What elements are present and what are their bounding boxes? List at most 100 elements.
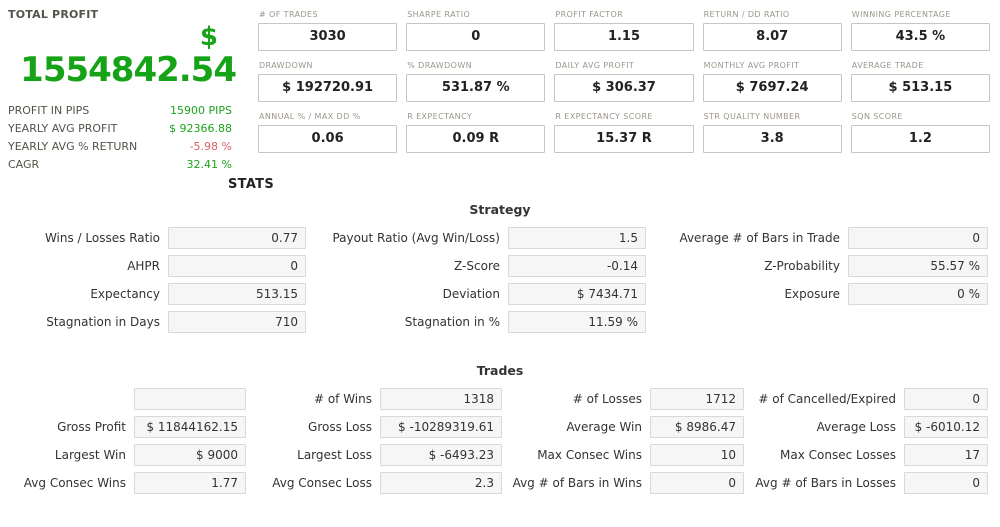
- stat-label: Avg # of Bars in Wins: [512, 476, 642, 490]
- metric-value-box: $ 306.37: [554, 74, 694, 102]
- metric-value-box: 15.37 R: [554, 125, 694, 153]
- stat-value-box: $ 9000: [134, 444, 246, 466]
- metric-label: RETURN / DD RATIO: [703, 10, 790, 19]
- metric-label: % DRAWDOWN: [407, 61, 473, 70]
- summary-row-label: PROFIT IN PIPS: [8, 104, 90, 117]
- metric-label: WINNING PERCENTAGE: [851, 10, 951, 19]
- strategy-section-title: Strategy: [469, 202, 531, 217]
- empty-cell: [654, 311, 840, 333]
- stat-value-box: 0: [904, 388, 988, 410]
- stat-label: # of Losses: [572, 392, 642, 406]
- strategy-grid: Wins / Losses Ratio 0.77 Payout Ratio (A…: [0, 217, 1000, 333]
- metric-value-box: 1.2: [850, 125, 990, 153]
- stat-label: Average Loss: [816, 420, 896, 434]
- stats-heading: STATS: [228, 177, 275, 192]
- summary-row-label: YEARLY AVG PROFIT: [8, 122, 118, 135]
- stat-value-box: 513.15: [168, 283, 306, 305]
- stat-label: Average Win: [566, 420, 642, 434]
- stat-value-box: 1318: [380, 388, 502, 410]
- metric-label: ANNUAL % / MAX DD %: [259, 112, 361, 121]
- stat-value-box: 10: [650, 444, 744, 466]
- metric-value-box: 0.06: [258, 125, 398, 153]
- stat-value-box: $ 8986.47: [650, 416, 744, 438]
- metric-value-box: 3.8: [702, 125, 842, 153]
- stat-value-box: $ -6493.23: [380, 444, 502, 466]
- stat-value-box: 1.77: [134, 472, 246, 494]
- stat-label: Expectancy: [90, 287, 160, 301]
- trades-grid: # of Wins 1318 # of Losses 1712 # of Can…: [0, 378, 1000, 494]
- metric-label: DRAWDOWN: [259, 61, 313, 70]
- summary-row-label: YEARLY AVG % RETURN: [8, 140, 138, 153]
- stat-value-box: 11.59 %: [508, 311, 646, 333]
- metric-daily-avg-profit: DAILY AVG PROFIT $ 306.37: [554, 59, 694, 102]
- stat-label: Wins / Losses Ratio: [44, 231, 160, 245]
- metric-drawdown: DRAWDOWN $ 192720.91: [258, 59, 398, 102]
- metric-value-box: 3030: [258, 23, 398, 51]
- metric-label: # OF TRADES: [259, 10, 318, 19]
- metric-label: MONTHLY AVG PROFIT: [703, 61, 800, 70]
- summary-rows: PROFIT IN PIPS 15900 PIPS YEARLY AVG PRO…: [8, 102, 250, 174]
- metric-sqn-score: SQN SCORE 1.2: [850, 110, 990, 153]
- metric-r-expectancy: R EXPECTANCY 0.09 R: [406, 110, 546, 153]
- summary-row-yearly-avg-return: YEARLY AVG % RETURN -5.98 %: [8, 138, 250, 156]
- stat-label: Gross Loss: [308, 420, 372, 434]
- stat-value-box: 55.57 %: [848, 255, 988, 277]
- stat-value-box: -0.14: [508, 255, 646, 277]
- metric-return-dd-ratio: RETURN / DD RATIO 8.07: [702, 8, 842, 51]
- metric-label: DAILY AVG PROFIT: [555, 61, 635, 70]
- metric-profit-factor: PROFIT FACTOR 1.15: [554, 8, 694, 51]
- stat-value-box: $ -10289319.61: [380, 416, 502, 438]
- metric-value-box: $ 7697.24: [702, 74, 842, 102]
- total-profit-panel: TOTAL PROFIT $ 1554842.54 PROFIT IN PIPS…: [8, 8, 250, 186]
- metric-str-quality-number: STR QUALITY NUMBER 3.8: [702, 110, 842, 153]
- stat-value-box: $ 7434.71: [508, 283, 646, 305]
- stat-label: Largest Win: [54, 448, 126, 462]
- metric-label: SQN SCORE: [851, 112, 903, 121]
- stat-label: Z-Probability: [764, 259, 840, 273]
- stat-value-box: 0.77: [168, 227, 306, 249]
- metric-value-box: 43.5 %: [850, 23, 990, 51]
- stat-label: Gross Profit: [57, 420, 126, 434]
- trades-section-title: Trades: [476, 363, 524, 378]
- stat-label: AHPR: [127, 259, 160, 273]
- stat-label: [8, 388, 126, 410]
- total-profit-title: TOTAL PROFIT: [8, 8, 99, 21]
- stat-label: Average # of Bars in Trade: [679, 231, 840, 245]
- stat-value-box: 2.3: [380, 472, 502, 494]
- metric-average-trade: AVERAGE TRADE $ 513.15: [850, 59, 990, 102]
- metric-value-box: $ 513.15: [850, 74, 990, 102]
- stat-label: Avg Consec Loss: [272, 476, 372, 490]
- stat-label: Stagnation in %: [404, 315, 500, 329]
- summary-row-value: 32.41 %: [186, 158, 232, 171]
- strategy-section: Strategy Wins / Losses Ratio 0.77 Payout…: [0, 202, 1000, 333]
- stat-value-box: 0: [904, 472, 988, 494]
- stat-value-box: 1712: [650, 388, 744, 410]
- summary-row-value: 15900 PIPS: [170, 104, 232, 117]
- stat-value-box: 0 %: [848, 283, 988, 305]
- summary-row-value: -5.98 %: [189, 140, 232, 153]
- stat-label: Z-Score: [454, 259, 500, 273]
- metric-label: PROFIT FACTOR: [555, 10, 624, 19]
- metric-num-trades: # OF TRADES 3030: [258, 8, 398, 51]
- currency-symbol: $: [199, 22, 218, 52]
- metric-label: R EXPECTANCY: [407, 112, 473, 121]
- stat-label: Payout Ratio (Avg Win/Loss): [332, 231, 500, 245]
- stat-label: Largest Loss: [297, 448, 372, 462]
- stat-label: Avg # of Bars in Losses: [755, 476, 896, 490]
- stat-label: Stagnation in Days: [46, 315, 160, 329]
- stat-value-box: 0: [168, 255, 306, 277]
- stat-label: # of Wins: [313, 392, 372, 406]
- metric-r-expectancy-score: R EXPECTANCY SCORE 15.37 R: [554, 110, 694, 153]
- stat-label: Max Consec Wins: [537, 448, 642, 462]
- stat-value-box: 17: [904, 444, 988, 466]
- stat-label: Avg Consec Wins: [23, 476, 126, 490]
- metric-value-box: 8.07: [702, 23, 842, 51]
- metric-label: STR QUALITY NUMBER: [703, 112, 801, 121]
- top-panel: TOTAL PROFIT $ 1554842.54 PROFIT IN PIPS…: [0, 0, 1000, 186]
- metric-label: AVERAGE TRADE: [851, 61, 924, 70]
- metric-winning-percentage: WINNING PERCENTAGE 43.5 %: [850, 8, 990, 51]
- metrics-grid: # OF TRADES 3030 SHARPE RATIO 0 PROFIT F…: [258, 8, 990, 186]
- stat-value-box: 710: [168, 311, 306, 333]
- metric-value-box: $ 192720.91: [258, 74, 398, 102]
- stat-label: # of Cancelled/Expired: [758, 392, 896, 406]
